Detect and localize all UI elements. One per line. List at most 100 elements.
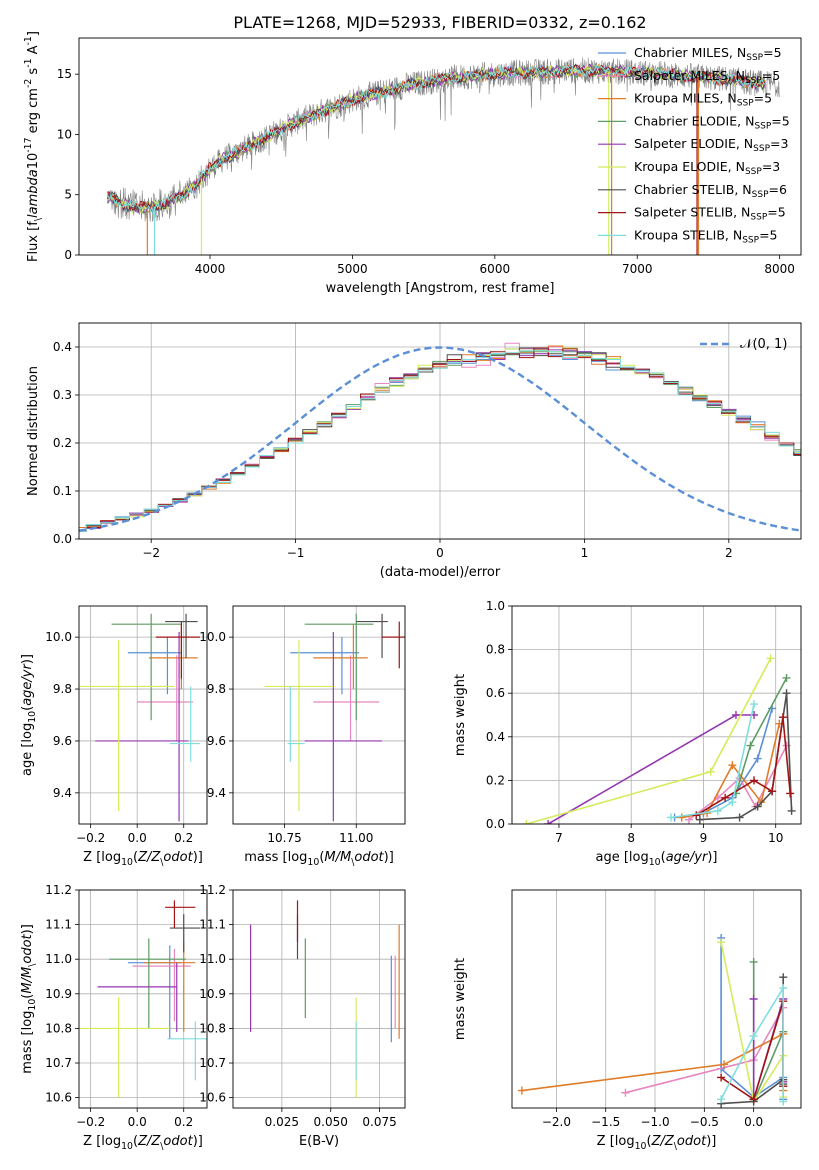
model-spectrum [107,63,766,215]
weight-marker [666,813,675,822]
x-axis-label: Z [log10(Z/Z\odot)] [83,850,203,868]
error-bar-point [95,631,189,822]
axes-frame [78,37,802,256]
axes: −0.2 0.0 0.2 9.4 9.6 9.8 10.0 Z [log10(Z/Z\odot… [20,606,207,868]
weight-series-line [720,985,784,1102]
weight-marker [522,820,531,824]
x-axis-label: Z [log10(Z/Z\odot)] [83,1134,203,1152]
y-tick-label: 10.9 [45,987,72,1001]
mass-vs-metallicity-plot-area [79,900,207,1098]
weight-marker [779,1097,788,1106]
weight-marker [720,1060,729,1069]
weight-marker [782,689,791,698]
weight-marker [746,741,755,750]
weight-marker [786,789,795,798]
figure-title: PLATE=1268, MJD=52933, FIBERID=0332, z=0… [233,13,646,32]
axes-frame [232,889,406,1109]
weight-marker [750,776,759,785]
weight-marker [753,754,762,763]
x-tick-label: −1.0 [640,1115,669,1129]
weight-marker [717,1073,726,1082]
error-bar-point [304,613,374,721]
y-tick-label: 11.2 [45,883,72,897]
legend-entry: Chabrier MILES, NSSP=5 [634,45,782,63]
x-tick-label: −2 [142,546,160,560]
axes: 4000 5000 6000 7000 8000 0 5 10 15 wavelength [An… [23,31,795,296]
weight-marker [621,1088,630,1097]
error-bar-point [313,624,368,690]
y-tick-label: 11.2 [199,883,226,897]
x-axis-label: age [log10(age/yr)] [595,850,717,868]
weight-vs-age-chart: 7 8 9 10 0.0 0.2 0.4 0.6 0.8 1.0 age [log10(age/yr… [453,599,802,868]
y-axis-label: Flux [f\lambda10-17 erg cm-2 s-1 A-1] [23,31,44,262]
x-tick-label: −0.5 [690,1115,719,1129]
y-axis-label: Normed distribution [26,366,41,496]
legend-entry: Salpeter STELIB, NSSP=5 [634,205,786,223]
error-bar-point [132,948,191,1022]
axes-frame [511,889,802,1109]
y-tick-label: 10.6 [45,1091,72,1105]
x-tick-label: −1.5 [591,1115,620,1129]
y-tick-label: 10 [57,127,72,141]
weight-marker [749,995,758,1003]
y-axis-label: mass weight [453,674,468,756]
y-tick-label: 0.2 [53,436,72,450]
error-bar-point [167,1021,207,1081]
axes-frame [511,605,802,825]
age-vs-metallicity-chart: −0.2 0.0 0.2 9.4 9.6 9.8 10.0 Z [log10(Z/Z\odot… [20,605,208,868]
legend-entry: Chabrier STELIB, NSSP=6 [634,182,787,200]
legend-entry: Kroupa MILES, NSSP=5 [634,91,772,109]
weight-marker [731,711,740,719]
x-axis-label: wavelength [Angstrom, rest frame] [326,281,555,296]
x-tick-label: 10 [768,831,783,845]
weight-marker [768,787,777,796]
x-tick-label: −0.2 [76,1115,105,1129]
error-bar-point [127,637,182,695]
weight-marker [766,654,775,663]
y-tick-label: 0.3 [53,388,72,402]
weight-marker [721,793,730,802]
error-bar-point [109,938,187,1029]
x-tick-label: 0.0 [128,831,147,845]
y-tick-label: 0.4 [53,340,72,354]
weight-marker [782,673,791,682]
x-axis-label: mass [log10(M/M\odot)] [244,850,394,868]
error-bar-point [155,621,201,679]
error-bar-point [137,655,194,741]
y-tick-label: 0.8 [486,643,505,657]
error-bar-point [144,941,196,1032]
age-vs-mass-chart: 10.75 11.00 9.4 9.6 9.8 10.0 mass [log10(M/M\o… [199,605,406,868]
legend-entry: Kroupa ELODIE, NSSP=3 [634,159,780,177]
x-tick-label: 0.2 [174,831,193,845]
y-tick-label: 11.1 [199,918,226,932]
x-tick-label: 8000 [764,262,795,276]
y-tick-label: 10.8 [199,1021,226,1035]
x-tick-label: 6000 [480,262,511,276]
y-tick-label: 0.4 [486,730,505,744]
age-vs-metallicity-plot-area [79,613,201,822]
axes-frame [78,605,208,825]
spectrum-plot-area [107,57,780,255]
x-tick-label: −2.0 [542,1115,571,1129]
y-tick-label: 10.7 [45,1056,72,1070]
weight-marker [695,815,704,824]
x-axis-label: (data-model)/error [380,565,501,580]
y-tick-label: 0.0 [486,817,505,831]
y-tick-label: 10.0 [45,630,72,644]
error-bar-point [304,631,383,822]
x-tick-label: 8 [627,831,635,845]
weight-marker [779,984,788,993]
error-bar-point [97,962,178,1032]
x-tick-label: 11.00 [339,831,373,845]
age-vs-mass-plot-area [264,613,405,822]
y-tick-label: 9.4 [53,786,72,800]
error-bar-point [79,639,175,812]
y-tick-label: 5 [64,188,72,202]
normal-reference-curve [79,346,801,532]
spectrum-chart: 4000 5000 6000 7000 8000 0 5 10 15 wavelength [An… [23,31,802,296]
weight-series-line [695,717,791,816]
weight-vs-metallicity-chart: −2.0 −1.5 −1.0 −0.5 0.0 Z [log10(Z/Z\odot)] ma… [453,889,802,1152]
error-bar-point [356,613,388,658]
x-tick-label: 10.75 [267,831,301,845]
